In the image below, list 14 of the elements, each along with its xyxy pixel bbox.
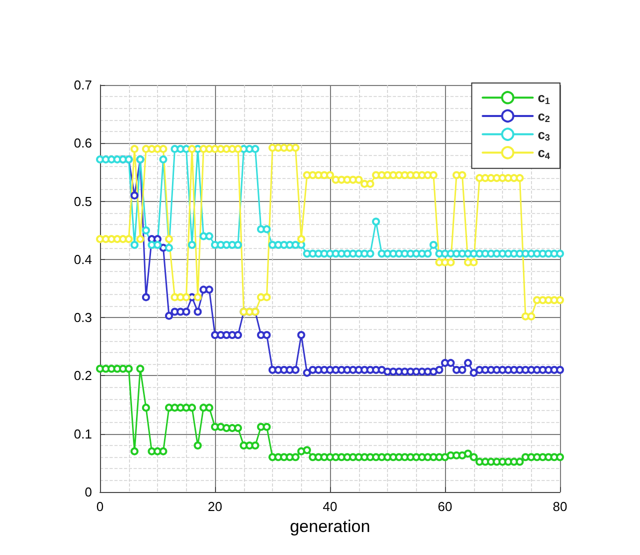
- y-tick-label: 0.4: [74, 252, 92, 267]
- y-tick-label: 0.5: [74, 194, 92, 209]
- y-tick-label: 0.2: [74, 368, 92, 384]
- x-tick-label: 80: [552, 499, 568, 514]
- x-tick-label: 20: [208, 499, 222, 514]
- x-tick-label: 40: [322, 499, 338, 514]
- y-tick-label: 0.7: [74, 78, 92, 92]
- y-tick-label: 0.6: [74, 136, 92, 151]
- y-tick-label: 0.1: [74, 426, 92, 442]
- y-tick-label: 0.3: [74, 310, 92, 326]
- x-tick-label: 0: [96, 499, 104, 514]
- x-axis-title: generation: [290, 516, 370, 536]
- x-tick-label: 60: [438, 499, 452, 514]
- y-tick-label: 0: [84, 484, 92, 500]
